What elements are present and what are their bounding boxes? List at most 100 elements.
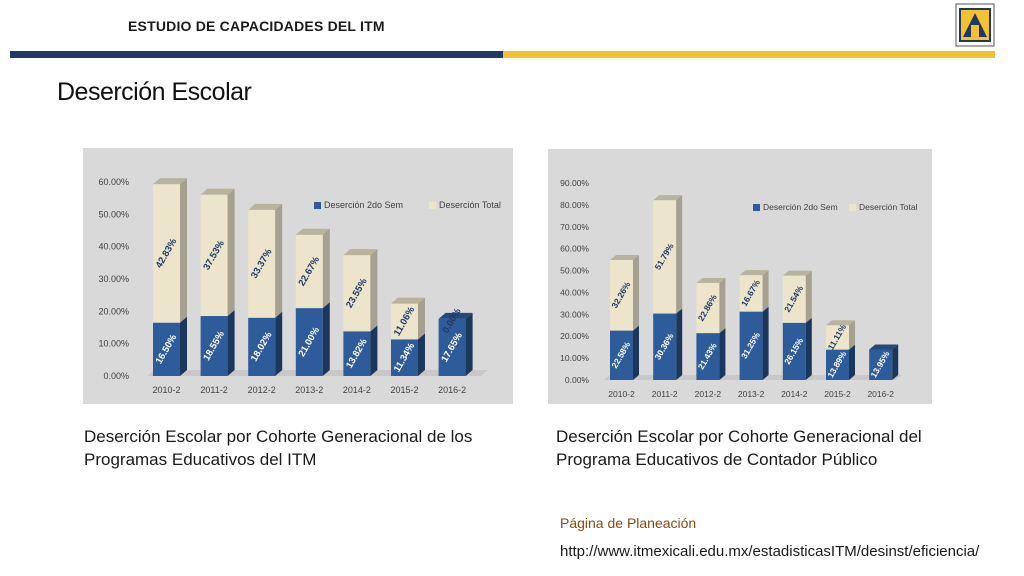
bar-side xyxy=(370,325,378,376)
x-category-label: 2012-2 xyxy=(695,389,722,399)
planning-page-label: Página de Planeación xyxy=(560,515,697,531)
statistics-link[interactable]: http://www.itmexicali.edu.mx/estadistica… xyxy=(560,543,980,560)
bar-desercion-2do-sem xyxy=(391,339,418,376)
bar-top xyxy=(696,278,726,284)
legend-swatch xyxy=(849,204,856,211)
bar-desercion-2do-sem xyxy=(610,330,633,380)
bar-desercion-total xyxy=(696,283,720,334)
bar-desercion-total xyxy=(739,275,763,312)
bar-top xyxy=(200,188,235,195)
y-tick-label: 0.00% xyxy=(103,371,129,381)
bar-top xyxy=(610,254,639,260)
bar-side xyxy=(633,254,639,331)
x-category-label: 2014-2 xyxy=(343,385,371,395)
bar-desercion-2do-sem xyxy=(248,317,276,376)
header-band-blue xyxy=(10,51,503,58)
bar-side xyxy=(322,302,330,376)
bar-desercion-total xyxy=(391,303,418,340)
x-category-label: 2015-2 xyxy=(390,385,418,395)
y-tick-label: 50.00% xyxy=(98,209,129,219)
bar-top xyxy=(343,249,378,256)
bar-top xyxy=(438,312,473,319)
y-tick-label: 60.00% xyxy=(560,244,589,254)
y-tick-label: 30.00% xyxy=(560,309,589,319)
bar-side xyxy=(805,317,812,380)
bar-side xyxy=(180,316,187,376)
x-category-label: 2016-2 xyxy=(438,385,466,395)
bar-top xyxy=(295,228,330,235)
x-category-label: 2013-2 xyxy=(738,389,765,399)
bar-side xyxy=(418,333,425,376)
itm-logo-icon xyxy=(955,3,995,47)
bar-desercion-2do-sem xyxy=(295,308,323,376)
y-tick-label: 60.00% xyxy=(98,177,129,187)
bar-top xyxy=(248,203,283,210)
y-tick-label: 40.00% xyxy=(560,287,589,297)
bar-side xyxy=(849,344,855,380)
x-category-label: 2014-2 xyxy=(781,389,808,399)
y-tick-label: 0.00% xyxy=(565,375,590,385)
bar-desercion-total xyxy=(610,259,633,331)
bar-desercion-2do-sem xyxy=(153,322,180,376)
header-band-gold xyxy=(503,51,995,58)
bar-side xyxy=(322,228,330,309)
y-tick-label: 30.00% xyxy=(98,274,129,284)
caption-left: Deserción Escolar por Cohorte Generacion… xyxy=(84,427,473,469)
chart-contador-publico: 0.00% 10.00% 20.00% 30.00% 40.00% 50.00% 60.00… xyxy=(548,149,932,404)
bar-side xyxy=(180,178,187,323)
bar-top xyxy=(391,297,425,304)
y-tick-label: 10.00% xyxy=(98,339,129,349)
chart-itm-programs: 0.00% 10.00% 20.00% 30.00% 40.00% 50.00% 60.00… xyxy=(83,148,513,404)
bar-desercion-2do-sem xyxy=(438,318,466,376)
x-category-label: 2013-2 xyxy=(295,385,323,395)
bar-top xyxy=(739,270,769,276)
x-category-label: 2012-2 xyxy=(248,385,276,395)
bar-side xyxy=(633,325,639,380)
y-tick-label: 90.00% xyxy=(560,178,589,188)
bar-side xyxy=(275,311,283,376)
bar-desercion-2do-sem xyxy=(653,313,677,380)
bar-side xyxy=(719,278,726,334)
bar-top xyxy=(869,344,899,350)
bar-desercion-total xyxy=(153,184,180,323)
y-tick-label: 50.00% xyxy=(560,266,589,276)
page-title: Deserción Escolar xyxy=(57,78,252,106)
bar-desercion-2do-sem xyxy=(739,311,763,380)
bar-desercion-2do-sem xyxy=(343,331,371,376)
legend-swatch xyxy=(753,204,760,211)
x-category-label: 2010-2 xyxy=(152,385,180,395)
chart-itm-programs-svg: 0.00% 10.00% 20.00% 30.00% 40.00% 50.00% 60.00… xyxy=(98,177,501,395)
bar-top xyxy=(782,270,812,276)
bar-desercion-total xyxy=(295,234,323,309)
bar-desercion-2do-sem xyxy=(200,316,228,376)
bar-side xyxy=(676,195,683,314)
header-title: ESTUDIO DE CAPACIDADES DEL ITM xyxy=(128,18,385,34)
y-tick-label: 20.00% xyxy=(560,331,589,341)
bar-desercion-total xyxy=(826,325,849,350)
x-category-label: 2010-2 xyxy=(608,389,635,399)
legend-label: Deserción Total xyxy=(439,200,501,210)
x-category-label: 2016-2 xyxy=(867,389,894,399)
bar-desercion-total xyxy=(200,194,228,317)
bar-side xyxy=(227,188,235,317)
bar-side xyxy=(762,270,769,312)
legend-label: Deserción 2do Sem xyxy=(324,200,403,210)
bar-desercion-2do-sem xyxy=(869,349,893,380)
bar-top xyxy=(153,178,187,185)
legend-swatch xyxy=(429,202,436,209)
bar-desercion-2do-sem xyxy=(826,349,849,380)
x-category-label: 2015-2 xyxy=(824,389,851,399)
chart-contador-publico-svg: 0.00% 10.00% 20.00% 30.00% 40.00% 50.00% 60.00… xyxy=(560,178,917,399)
bar-side xyxy=(465,312,473,376)
caption-right: Deserción Escolar por Cohorte Generacion… xyxy=(556,427,922,469)
bar-side xyxy=(719,328,726,380)
bar-side xyxy=(892,344,899,380)
bar-desercion-total xyxy=(343,255,371,332)
y-tick-label: 80.00% xyxy=(560,200,589,210)
bar-side xyxy=(227,310,235,376)
y-tick-label: 70.00% xyxy=(560,222,589,232)
y-tick-label: 40.00% xyxy=(98,242,129,252)
bar-desercion-total xyxy=(653,200,677,314)
y-tick-label: 20.00% xyxy=(98,306,129,316)
bar-top xyxy=(653,195,683,201)
